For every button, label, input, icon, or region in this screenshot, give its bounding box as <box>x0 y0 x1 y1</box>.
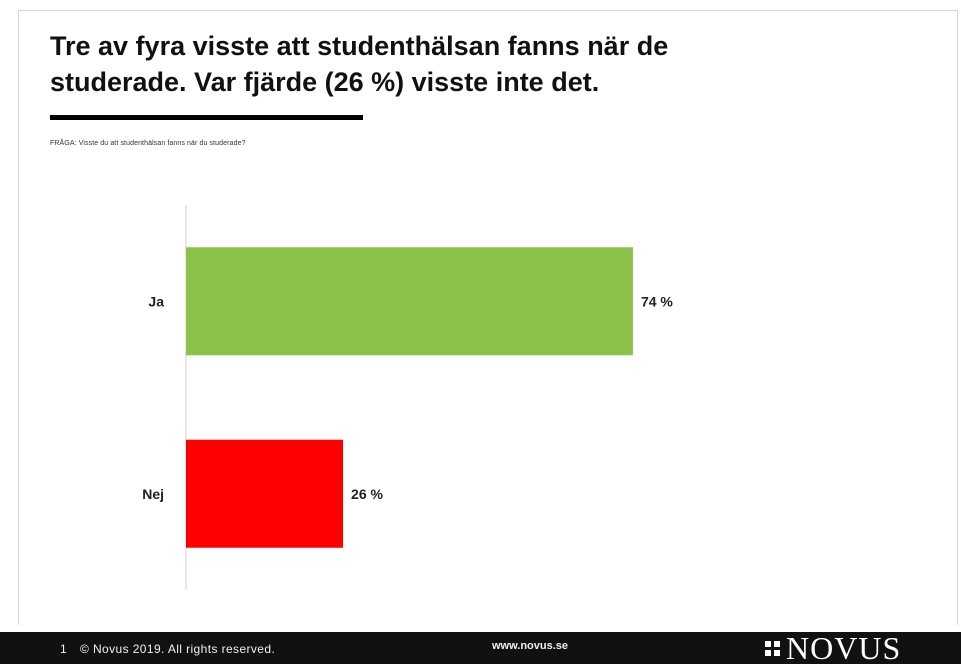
slide-headline: Tre av fyra visste att studenthälsan fan… <box>50 31 669 97</box>
logo-wordmark: NOVUS <box>786 630 902 666</box>
footer-bar: 1 © Novus 2019. All rights reserved. www… <box>0 632 961 664</box>
category-label-nej: Nej <box>142 486 164 502</box>
bar-ja <box>186 247 633 356</box>
footer-copyright: © Novus 2019. All rights reserved. <box>80 642 276 656</box>
logo-dots-icon <box>765 640 780 656</box>
survey-question: FRÅGA: Visste du att studenthälsan fanns… <box>50 140 246 147</box>
footer-url-link[interactable]: www.novus.se <box>492 640 569 652</box>
headline-underline <box>50 115 363 120</box>
slide-frame <box>18 10 958 625</box>
value-label-nej: 26 % <box>351 486 383 502</box>
novus-logo: NOVUS <box>765 630 902 666</box>
category-label-ja: Ja <box>148 293 164 309</box>
bar-nej <box>186 439 344 548</box>
value-label-ja: 74 % <box>641 293 673 309</box>
footer-page-number: 1 <box>60 642 67 656</box>
